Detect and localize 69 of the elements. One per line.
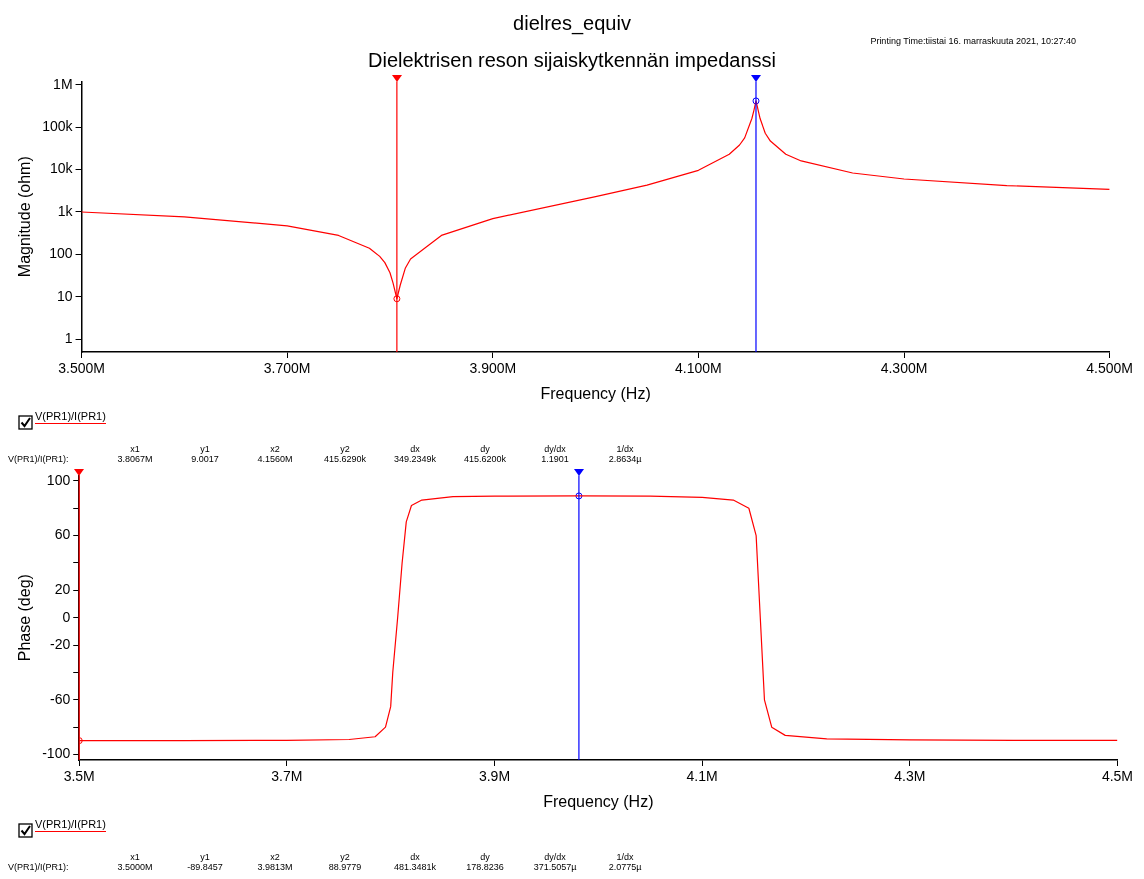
y-tick-label: -60 bbox=[49, 690, 71, 707]
y-tick-label: 20 bbox=[54, 581, 71, 598]
text: 3.9813M bbox=[256, 862, 294, 872]
text: Printing Time:tiistai 16. marraskuuta 2021, 10:27:40 bbox=[870, 36, 1076, 46]
text: V(PR1)/I(PR1): bbox=[8, 861, 70, 872]
x-tick-label: 3.700M bbox=[263, 360, 311, 377]
x-axis-title: Frequency (Hz) bbox=[543, 792, 654, 810]
x-tick-label: 3.500M bbox=[58, 360, 105, 377]
text: 3.5000M bbox=[116, 862, 154, 872]
text: dy bbox=[479, 852, 491, 862]
x-tick-label: 3.7M bbox=[271, 768, 303, 785]
text: 2.8634µ bbox=[607, 454, 643, 464]
chart-subtitle: Dielektrisen reson sijaiskytkennän impedanssi bbox=[367, 49, 777, 72]
y-axis-title: Phase (deg) bbox=[16, 574, 34, 662]
x-tick-label: 4.500M bbox=[1086, 360, 1133, 377]
text: 4.1560M bbox=[256, 454, 294, 464]
text: x1 bbox=[129, 444, 141, 454]
x-tick-label: 3.900M bbox=[469, 360, 517, 377]
y-tick-label: -20 bbox=[49, 635, 71, 652]
text: 415.6290k bbox=[322, 454, 367, 464]
text: 1.1901 bbox=[540, 454, 570, 464]
text: y1 bbox=[199, 444, 211, 454]
text: y2 bbox=[339, 444, 351, 454]
x-tick-label: 4.100M bbox=[675, 360, 722, 377]
x-tick-label: 4.1M bbox=[686, 768, 718, 785]
text: 415.6200k bbox=[462, 454, 507, 464]
y-tick-label: 1M bbox=[53, 75, 73, 92]
x-tick-label: 4.300M bbox=[880, 360, 928, 377]
text: x2 bbox=[269, 852, 281, 862]
x-tick-label: 3.5M bbox=[63, 768, 95, 785]
y-tick-label: 10 bbox=[56, 287, 73, 304]
text: y2 bbox=[339, 852, 351, 862]
y-tick-label: 0 bbox=[62, 608, 71, 625]
x-tick-label: 4.5M bbox=[1101, 768, 1133, 785]
y-axis-title: Magnitude (ohm) bbox=[16, 156, 34, 278]
y-tick-label: 100 bbox=[49, 245, 73, 262]
text: x1 bbox=[129, 852, 141, 862]
x-tick-label: 4.3M bbox=[894, 768, 926, 785]
y-tick-label: -100 bbox=[42, 745, 71, 762]
text: 481.3481k bbox=[392, 862, 437, 872]
text: V(PR1)/I(PR1) bbox=[35, 818, 106, 832]
text: dy/dx bbox=[543, 444, 567, 454]
text: dx bbox=[409, 444, 421, 454]
text: V(PR1)/I(PR1): bbox=[8, 453, 70, 464]
text: 9.0017 bbox=[190, 454, 220, 464]
text: x2 bbox=[269, 444, 281, 454]
text: V(PR1)/I(PR1) bbox=[35, 410, 106, 424]
y-tick-label: 1k bbox=[57, 202, 74, 219]
text: 3.8067M bbox=[116, 454, 154, 464]
y-tick-label: 60 bbox=[54, 526, 71, 543]
text: y1 bbox=[199, 852, 211, 862]
text: -89.8457 bbox=[186, 862, 224, 872]
text: 371.5057µ bbox=[532, 862, 578, 872]
y-tick-label: 10k bbox=[49, 160, 74, 177]
y-tick-label: 1 bbox=[64, 330, 73, 347]
text: 349.2349k bbox=[392, 454, 437, 464]
chart-title: dielres_equiv bbox=[512, 11, 632, 35]
x-tick-label: 3.9M bbox=[478, 768, 511, 785]
text: 1/dx bbox=[615, 852, 635, 862]
text: dx bbox=[409, 852, 421, 862]
y-tick-label: 100 bbox=[46, 471, 71, 488]
text: 178.8236 bbox=[465, 862, 505, 872]
y-tick-label: 100k bbox=[42, 118, 74, 135]
x-axis-title: Frequency (Hz) bbox=[540, 384, 651, 402]
text: 2.0775µ bbox=[607, 862, 643, 872]
text: 88.9779 bbox=[327, 862, 363, 872]
text: 1/dx bbox=[615, 444, 635, 454]
text: dy/dx bbox=[543, 852, 567, 862]
text: dy bbox=[479, 444, 491, 454]
